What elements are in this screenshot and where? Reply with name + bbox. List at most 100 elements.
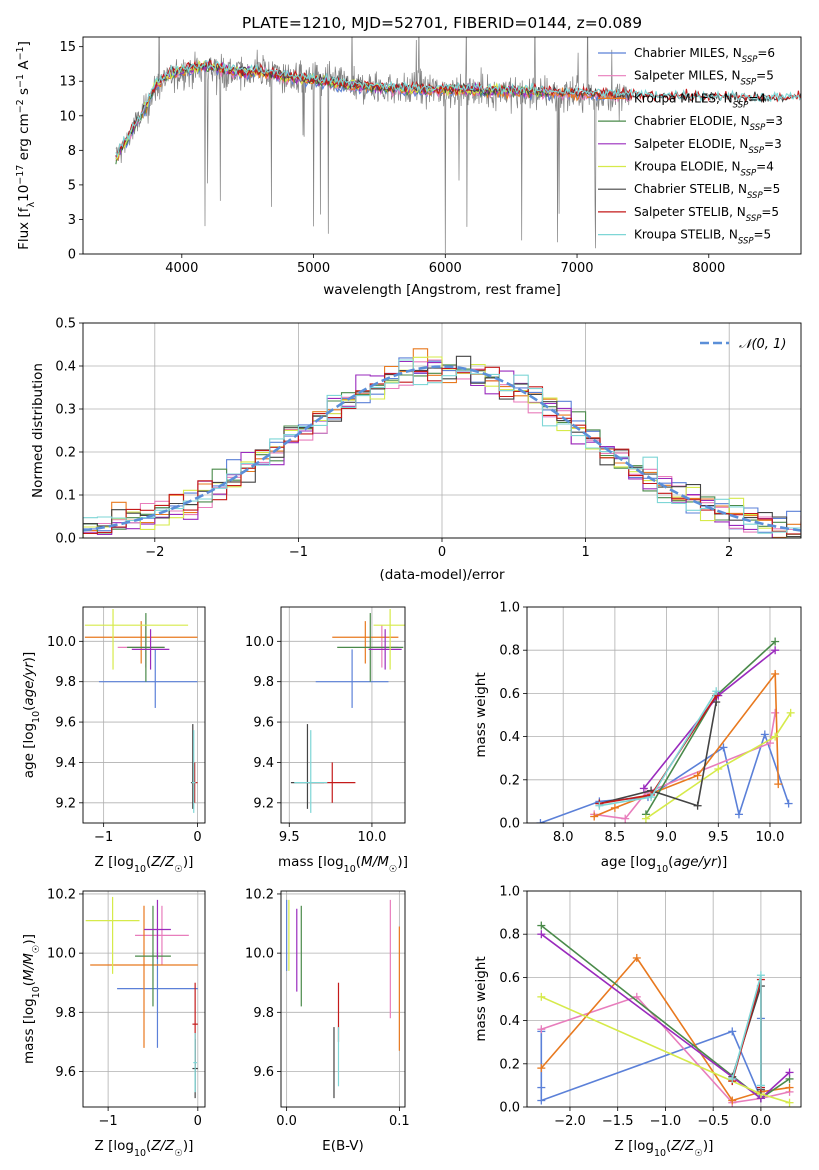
x-tick-label: −2.0 — [554, 1114, 586, 1129]
x-tick-label: 1 — [581, 545, 589, 560]
plus-marker — [728, 1074, 737, 1083]
y-tick-label: 9.2 — [55, 796, 76, 811]
x-tick-label: 0 — [194, 1114, 202, 1129]
panel-mass-weight-vs-Z: −2.0 −1.5 −1.0 −0.5 0.0 0.0 0.2 0.4 0.6 0.8 1.0 Z [… — [473, 885, 802, 1159]
y-tick-label: 8 — [68, 144, 76, 159]
y-tick-label: 0.4 — [499, 730, 520, 745]
plus-marker — [632, 992, 641, 1001]
panel-spectrum: 4000 5000 6000 7000 8000 0 3 5 8 10 13 15 wavelength… — [15, 36, 802, 298]
y-tick-label: 0.0 — [499, 817, 520, 832]
axes-frame — [526, 890, 802, 1108]
x-axis-label: E(B-V) — [322, 1138, 364, 1154]
y-axis-label: Normed distribution — [30, 363, 46, 498]
x-tick-label: 2 — [725, 545, 733, 560]
y-tick-label: 10.0 — [47, 947, 76, 962]
plus-marker — [537, 921, 546, 930]
x-tick-label: −1 — [94, 830, 113, 845]
y-tick-label: 9.6 — [253, 716, 274, 731]
x-tick-label: −1.0 — [650, 1114, 682, 1129]
legend-label: Kroupa STELIB, NSSP=5 — [634, 228, 771, 247]
y-tick-label: 10.0 — [47, 635, 76, 650]
model-line-kroupa-stelib — [115, 59, 801, 158]
errorbar-point — [127, 613, 165, 682]
errorbar-point — [144, 899, 171, 960]
legend-label: Chabrier STELIB, NSSP=5 — [634, 182, 780, 201]
y-tick-label: 9.8 — [55, 1006, 76, 1021]
x-tick-label: 4000 — [165, 261, 198, 276]
panel-residuals: −2 −1 0 1 2 0.0 0.1 0.2 0.3 0.4 0.5 (data-model)/er… — [30, 317, 802, 583]
errorbar-point — [84, 621, 198, 664]
y-tick-label: 10 — [59, 109, 76, 124]
residual-histogram-salpeter-stelib — [83, 366, 801, 535]
errorbar-point — [98, 649, 198, 708]
mass-weight-line-chabrier-miles — [540, 731, 790, 823]
y-tick-label: 3 — [68, 213, 76, 228]
plot-area-mass-weight-vs-age — [536, 637, 795, 823]
x-axis-label: wavelength [Angstrom, rest frame] — [323, 282, 561, 298]
plot-area-mass-vs-EBV — [286, 899, 400, 1099]
y-tick-label: 1.0 — [499, 885, 520, 900]
legend-label: Salpeter ELODIE, NSSP=3 — [634, 137, 782, 156]
x-tick-label: 0 — [438, 545, 446, 560]
y-tick-label: 0.0 — [55, 532, 76, 547]
plot-area-age-vs-mass — [290, 609, 405, 813]
x-tick-label: −2 — [145, 545, 164, 560]
mass-weight-line-chabrier-stelib — [731, 985, 762, 1090]
y-tick-label: 0.1 — [55, 489, 76, 504]
plus-marker — [537, 930, 546, 939]
y-tick-label: 9.8 — [55, 675, 76, 690]
panel-mass-vs-EBV: 0.0 0.1 9.6 9.8 10.0 10.2 E(B-V) — [245, 887, 410, 1154]
plot-layer: 4000 5000 6000 7000 80000358101315wavelength… — [15, 36, 802, 1159]
plot-area-age-vs-Z — [84, 609, 198, 813]
plus-marker — [784, 799, 793, 808]
mass-weight-line-kroupa-elodie — [645, 712, 792, 820]
plus-marker — [774, 780, 783, 789]
x-axis-label: Z [log10(Z/Z☉)] — [95, 854, 194, 875]
x-tick-label: 8000 — [692, 261, 725, 276]
x-axis-label: Z [log10(Z/Z☉)] — [615, 1138, 714, 1159]
y-tick-label: 0.4 — [499, 1014, 520, 1029]
plus-marker — [785, 1068, 794, 1077]
plus-marker — [714, 765, 723, 773]
y-tick-label: 10.0 — [245, 947, 274, 962]
y-tick-label: 0.6 — [499, 971, 520, 986]
axes-frame — [526, 606, 802, 824]
y-tick-label: 0.4 — [55, 360, 76, 375]
plus-marker — [734, 810, 743, 819]
y-tick-label: 9.6 — [55, 716, 76, 731]
errorbar-point — [332, 621, 399, 664]
plus-marker — [537, 1064, 546, 1073]
y-axis-label: Flux [fλ10−17 erg cm−2 s−1 A−1] — [15, 41, 37, 250]
x-tick-label: 8.5 — [605, 830, 626, 845]
panel-age-vs-mass: 9.5 10.0 9.2 9.4 9.6 9.8 10.0 mass [log10(M/M☉)… — [245, 606, 408, 875]
y-tick-label: 0.5 — [55, 317, 76, 332]
legend-label: Kroupa MILES, NSSP=4 — [634, 91, 766, 110]
plus-marker — [771, 637, 780, 646]
y-tick-label: 0.8 — [499, 644, 520, 659]
y-tick-label: 1.0 — [499, 601, 520, 616]
normal-reference-curve — [83, 365, 801, 532]
x-tick-label: −1 — [99, 1114, 118, 1129]
plus-marker — [771, 708, 780, 717]
errorbar-point — [84, 609, 189, 670]
x-axis-label: (data-model)/error — [379, 567, 505, 583]
errorbar-point — [337, 613, 404, 682]
legend: Chabrier MILES, NSSP=6 Salpeter MILES, NS… — [598, 46, 783, 247]
legend-label: Chabrier MILES, NSSP=6 — [634, 46, 775, 65]
plus-marker — [728, 1096, 737, 1105]
errorbar-point — [90, 905, 198, 1048]
y-axis-label: mass weight — [473, 956, 489, 1041]
x-tick-label: 0 — [193, 830, 201, 845]
plot-area-mass-vs-Z — [85, 896, 198, 1099]
x-tick-label: 9.5 — [708, 830, 729, 845]
errorbar-point — [85, 896, 140, 974]
plus-marker — [537, 1083, 546, 1092]
axes-frame — [82, 606, 206, 824]
plus-marker — [537, 1025, 546, 1034]
x-tick-label: 6000 — [429, 261, 462, 276]
y-tick-label: 9.8 — [253, 1006, 274, 1021]
y-tick-label: 10.2 — [245, 887, 274, 902]
x-tick-label: 0.0 — [751, 1114, 772, 1129]
legend-label: Kroupa ELODIE, NSSP=4 — [634, 160, 774, 179]
